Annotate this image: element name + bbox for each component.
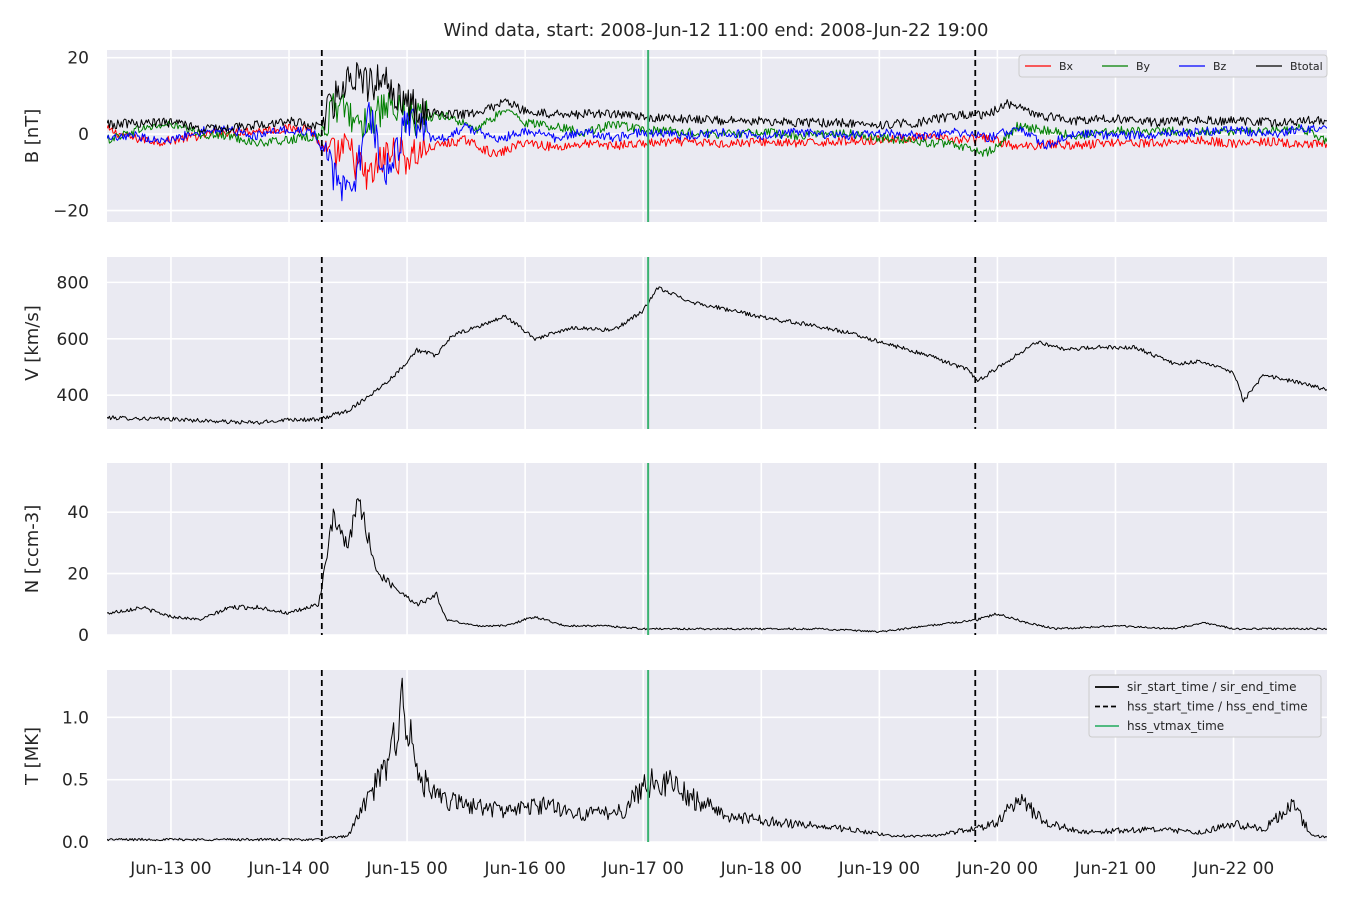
ytick-label-B-2: 20 bbox=[67, 49, 89, 69]
series-line-V-V bbox=[107, 286, 1327, 425]
panel-N-background bbox=[107, 463, 1327, 635]
panel-T: 0.0 0.5 1.0 T [MK] sir_start_time / sir_end_… bbox=[22, 670, 1327, 853]
ylabel-V: V [km/s] bbox=[22, 305, 43, 380]
panel-N: 0 20 40 N [ccm-3] bbox=[22, 463, 1327, 646]
xtick-label-0: Jun-13 00 bbox=[129, 859, 211, 879]
xtick-label-4: Jun-17 00 bbox=[602, 859, 684, 879]
ytick-label-N-2: 40 bbox=[67, 503, 89, 523]
ytick-label-N-0: 0 bbox=[78, 626, 89, 646]
legend-label-By: By bbox=[1136, 60, 1151, 73]
series-line-B-Btotal bbox=[107, 62, 1327, 133]
series-line-B-Bx bbox=[107, 123, 1327, 190]
ytick-label-V-0: 400 bbox=[57, 386, 89, 406]
series-group-N bbox=[107, 498, 1327, 633]
xtick-label-5: Jun-18 00 bbox=[720, 859, 802, 879]
legend-label-Bx: Bx bbox=[1059, 60, 1074, 73]
legend-box-B bbox=[1018, 54, 1328, 78]
series-line-B-Bz bbox=[107, 101, 1327, 202]
legend-label-Bz: Bz bbox=[1213, 60, 1227, 73]
ytick-label-T-2: 1.0 bbox=[62, 708, 89, 728]
legend-label-T-1: hss_start_time / hss_end_time bbox=[1127, 700, 1308, 714]
figure-title: Wind data, start: 2008-Jun-12 11:00 end:… bbox=[444, 20, 989, 41]
ylabel-B: B [nT] bbox=[22, 109, 43, 164]
ytick-label-N-1: 20 bbox=[67, 565, 89, 585]
ytick-label-V-2: 800 bbox=[57, 273, 89, 293]
xtick-label-6: Jun-19 00 bbox=[838, 859, 920, 879]
panel-V-background bbox=[107, 257, 1327, 429]
panel-V: 400 600 800 V [km/s] bbox=[22, 257, 1327, 429]
panel-B: −20 0 20 B [nT] Bx By Bz Btotal bbox=[22, 49, 1328, 222]
legend-label-Btotal: Btotal bbox=[1290, 60, 1323, 73]
ylabel-T: T [MK] bbox=[22, 727, 43, 786]
legend-label-T-2: hss_vtmax_time bbox=[1127, 719, 1224, 733]
series-group-V bbox=[107, 286, 1327, 425]
ylabel-N: N [ccm-3] bbox=[22, 505, 43, 594]
series-group-B bbox=[107, 62, 1327, 202]
ytick-label-T-0: 0.0 bbox=[62, 833, 89, 853]
ytick-label-B-0: −20 bbox=[53, 202, 89, 222]
xtick-label-9: Jun-22 00 bbox=[1192, 859, 1274, 879]
series-group-T bbox=[107, 677, 1327, 842]
panel-B-background bbox=[107, 50, 1327, 222]
xtick-label-1: Jun-14 00 bbox=[247, 859, 329, 879]
legend-label-T-0: sir_start_time / sir_end_time bbox=[1127, 680, 1297, 694]
ytick-label-T-1: 0.5 bbox=[62, 771, 89, 791]
xtick-label-3: Jun-16 00 bbox=[483, 859, 565, 879]
xtick-label-7: Jun-20 00 bbox=[956, 859, 1038, 879]
xtick-label-2: Jun-15 00 bbox=[365, 859, 447, 879]
series-line-N-N bbox=[107, 498, 1327, 633]
ytick-label-B-1: 0 bbox=[78, 125, 89, 145]
legend-box-T bbox=[1088, 674, 1322, 738]
xtick-label-8: Jun-21 00 bbox=[1074, 859, 1156, 879]
x-axis: Jun-13 00 Jun-14 00 Jun-15 00 Jun-16 00 Jun-… bbox=[129, 859, 1274, 879]
series-line-T-T bbox=[107, 677, 1327, 842]
ytick-label-V-1: 600 bbox=[57, 330, 89, 350]
